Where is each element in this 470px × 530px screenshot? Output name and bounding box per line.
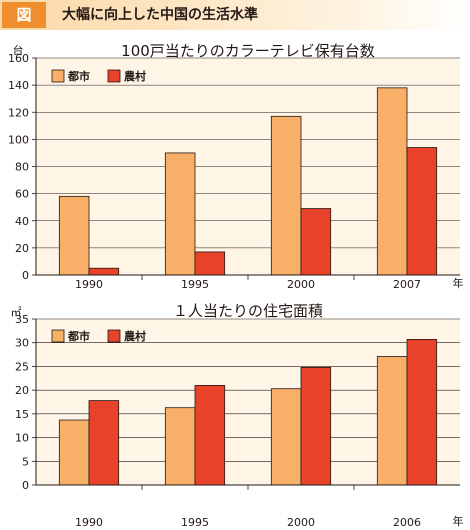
x-unit-label: 年	[453, 276, 464, 290]
legend-swatch-rural	[107, 329, 121, 343]
y-unit-label: ㎡	[11, 306, 22, 319]
legend: 都市 農村	[51, 69, 146, 83]
legend-swatch-urban	[51, 329, 65, 343]
bar-rural-2000	[300, 208, 332, 276]
y-tick-label: 120	[8, 106, 29, 119]
bar-urban-1995	[164, 407, 196, 486]
legend-label-urban: 都市	[67, 329, 90, 343]
legend-swatch-rural	[107, 69, 121, 83]
figure-header: 図 大幅に向上した中国の生活水準	[0, 0, 470, 34]
figure-title: 大幅に向上した中国の生活水準	[62, 7, 258, 23]
x-category-label: 2007	[393, 278, 421, 291]
chart-2: １人当たりの住宅面積 ㎡年 0 5 10 15 20 25 30 35 1990 1995 2000 20…	[11, 302, 464, 529]
bar-rural-1995	[194, 251, 226, 276]
legend-label-rural: 農村	[124, 69, 146, 83]
chart-1: 100戸当たりのカラーテレビ保有台数 台年 0 20 40 60 80 100 120 140 16…	[8, 42, 464, 291]
bar-urban-2000	[270, 388, 302, 486]
y-tick-label: 100	[8, 133, 29, 146]
bar-urban-2000	[270, 115, 302, 276]
y-tick-label: 40	[15, 215, 29, 228]
x-category-label: 2006	[393, 516, 421, 529]
chart-title: 100戸当たりのカラーテレビ保有台数	[121, 42, 375, 60]
chart-title: １人当たりの住宅面積	[173, 302, 323, 320]
bar-rural-1990	[88, 267, 120, 276]
legend-swatch-urban	[51, 69, 65, 83]
x-category-label: 1990	[75, 278, 103, 291]
y-tick-label: 20	[15, 384, 29, 397]
bar-rural-1995	[194, 384, 226, 486]
figure-badge: 図	[2, 2, 46, 28]
legend-label-urban: 都市	[67, 69, 90, 83]
y-tick-label: 20	[15, 242, 29, 255]
bar-rural-2006	[406, 338, 438, 486]
y-tick-label: 10	[15, 432, 29, 445]
bar-urban-1990	[58, 195, 90, 276]
x-category-label: 2000	[287, 278, 315, 291]
header-bar	[0, 0, 470, 30]
y-tick-label: 35	[15, 313, 29, 326]
bar-rural-2007	[406, 147, 438, 276]
y-tick-label: 80	[15, 161, 29, 174]
y-tick-label: 30	[15, 337, 29, 350]
bar-rural-2000	[300, 366, 332, 486]
bar-urban-1990	[58, 419, 90, 486]
x-category-label: 1995	[181, 516, 209, 529]
y-tick-label: 60	[15, 188, 29, 201]
legend: 都市 農村	[51, 329, 146, 343]
y-tick-label: 0	[22, 269, 29, 282]
bar-rural-1990	[88, 400, 120, 486]
x-unit-label: 年	[453, 514, 464, 528]
bar-urban-2007	[376, 87, 408, 276]
y-tick-label: 160	[8, 52, 29, 65]
x-category-label: 1995	[181, 278, 209, 291]
x-category-label: 2000	[287, 516, 315, 529]
bar-urban-2006	[376, 356, 408, 486]
y-tick-label: 15	[15, 408, 29, 421]
y-tick-label: 5	[22, 455, 29, 468]
legend-label-rural: 農村	[124, 329, 146, 343]
y-unit-label: 台	[13, 43, 24, 57]
y-tick-label: 25	[15, 360, 29, 373]
y-tick-label: 0	[22, 479, 29, 492]
y-tick-label: 140	[8, 79, 29, 92]
x-category-label: 1990	[75, 516, 103, 529]
bar-urban-1995	[164, 152, 196, 276]
